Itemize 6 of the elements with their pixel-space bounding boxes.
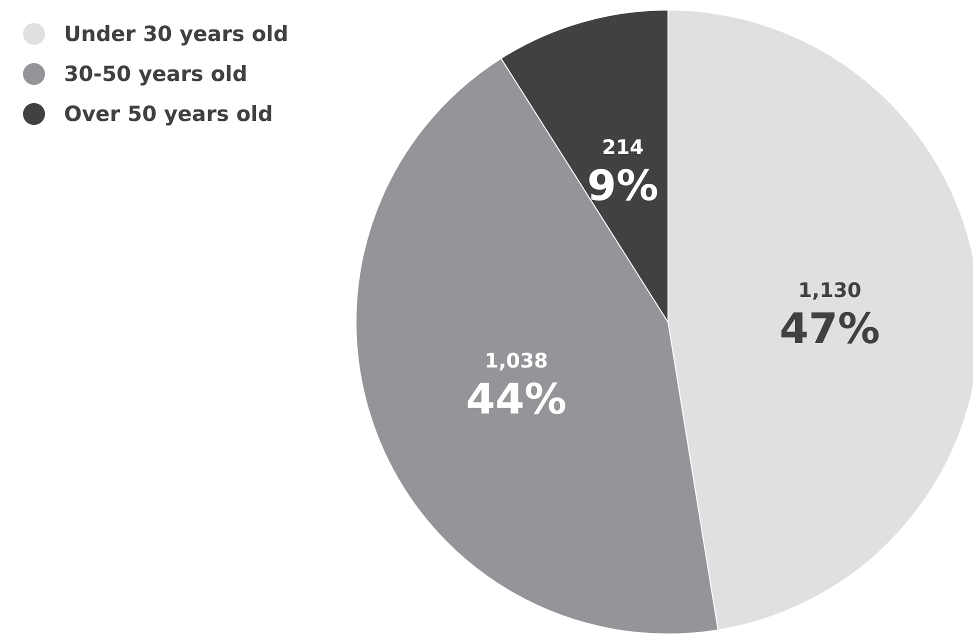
data-label: 1,038 44% [466, 348, 567, 424]
data-label: 1,130 47% [779, 278, 880, 353]
legend-label: 30-50 years old [64, 62, 248, 86]
data-label: 214 9% [587, 135, 658, 210]
legend-label: Under 30 years old [64, 22, 288, 46]
legend-label: Over 50 years old [64, 102, 273, 126]
